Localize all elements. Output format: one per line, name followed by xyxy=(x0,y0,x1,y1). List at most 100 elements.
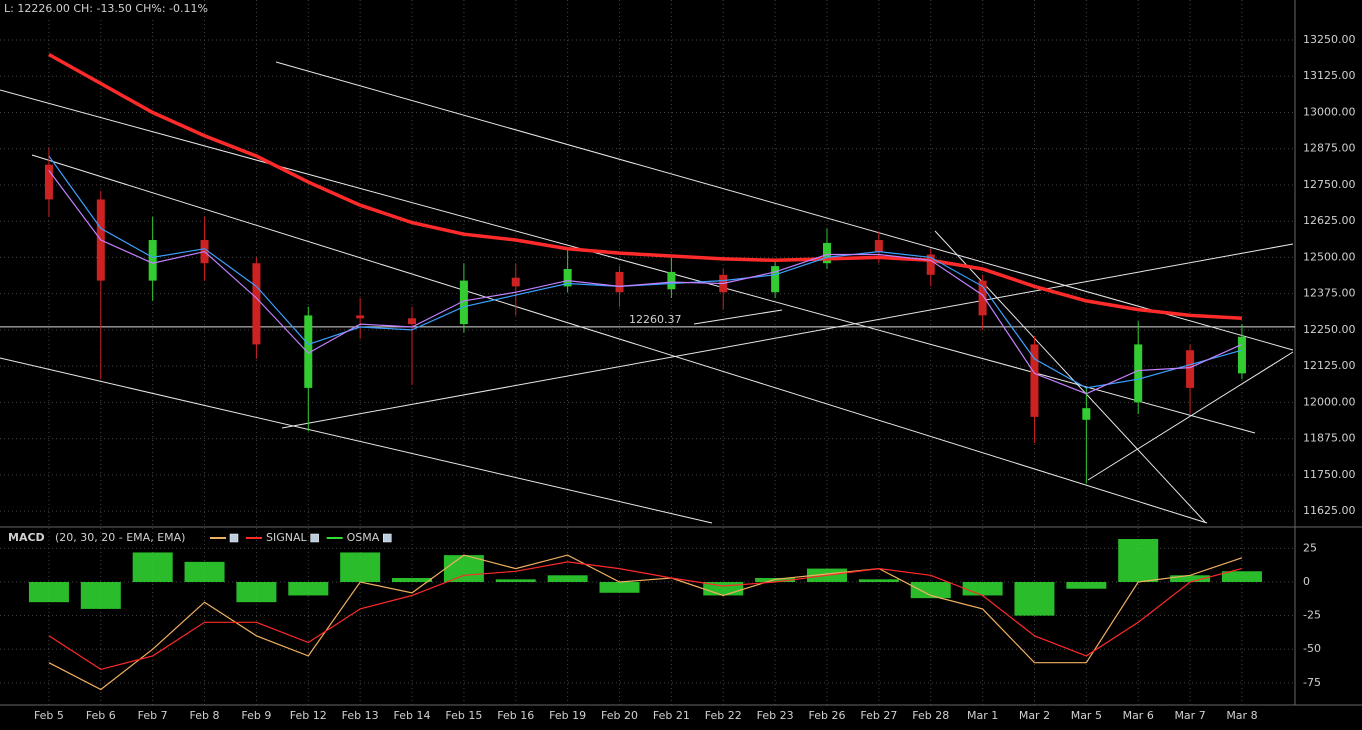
candle-body xyxy=(304,315,313,388)
x-tick-label: Feb 16 xyxy=(497,709,534,722)
candle-body xyxy=(667,271,676,290)
candle-body xyxy=(874,240,883,252)
y-tick-label: 12625.00 xyxy=(1303,214,1356,227)
histogram-bar xyxy=(28,582,69,603)
y-tick-label: 13000.00 xyxy=(1303,105,1356,118)
x-tick-label: Feb 6 xyxy=(86,709,116,722)
candle-body xyxy=(408,318,417,325)
y-tick-label: 13250.00 xyxy=(1303,33,1356,46)
histogram-bar xyxy=(858,579,899,583)
x-tick-label: Mar 8 xyxy=(1226,709,1257,722)
histogram-bar xyxy=(599,582,640,593)
header-bg xyxy=(0,0,200,17)
y-tick-label: 13125.00 xyxy=(1303,69,1356,82)
x-tick-label: Feb 23 xyxy=(757,709,794,722)
x-tick-label: Feb 15 xyxy=(445,709,482,722)
histogram-bar xyxy=(1118,539,1159,583)
y-tick-label: 12875.00 xyxy=(1303,142,1356,155)
histogram-bar xyxy=(132,552,173,583)
indicator-title: MACD xyxy=(8,531,45,544)
indicator-line xyxy=(48,561,1243,671)
legend-checkbox xyxy=(229,533,239,543)
x-tick-label: Feb 7 xyxy=(138,709,168,722)
candle-body xyxy=(459,280,468,325)
x-tick-label: Feb 21 xyxy=(653,709,690,722)
x-tick-label: Mar 1 xyxy=(967,709,998,722)
x-tick-label: Feb 5 xyxy=(34,709,64,722)
trend-lines xyxy=(0,61,1294,524)
legend-checkbox xyxy=(383,533,392,543)
candle-body xyxy=(822,242,831,264)
histogram-bar xyxy=(1221,571,1262,583)
x-tick-label: Feb 8 xyxy=(190,709,220,722)
x-tick-label: Feb 19 xyxy=(549,709,586,722)
histogram-bar xyxy=(755,577,796,583)
y-tick-label: -50 xyxy=(1303,642,1321,655)
candle-body xyxy=(1186,350,1195,388)
x-tick-label: Mar 5 xyxy=(1071,709,1102,722)
y-tick-label: 12500.00 xyxy=(1303,250,1356,263)
moving-average xyxy=(48,155,1243,389)
y-tick-label: 11625.00 xyxy=(1303,504,1356,517)
y-tick-label: 12750.00 xyxy=(1303,178,1356,191)
indicator-line xyxy=(48,554,1243,691)
histogram-bar xyxy=(288,582,329,596)
histogram-bar xyxy=(1014,582,1055,616)
trend-line xyxy=(31,154,1208,524)
histogram-bar xyxy=(236,582,277,603)
x-tick-label: Feb 12 xyxy=(290,709,327,722)
x-tick-label: Mar 6 xyxy=(1123,709,1154,722)
histogram-bar xyxy=(184,561,225,583)
x-tick-label: Feb 22 xyxy=(705,709,742,722)
x-tick-label: Feb 13 xyxy=(342,709,379,722)
y-tick-label: 12000.00 xyxy=(1303,395,1356,408)
y-tick-label: 12375.00 xyxy=(1303,287,1356,300)
y-tick-label: -75 xyxy=(1303,676,1321,689)
candle-body xyxy=(511,277,520,287)
histogram-bar xyxy=(495,579,536,583)
candle-body xyxy=(252,263,261,345)
y-tick-label: 0 xyxy=(1303,575,1310,588)
histogram-bar xyxy=(962,582,1003,596)
trend-line xyxy=(0,89,1256,434)
x-tick-label: Feb 14 xyxy=(394,709,431,722)
candle-body xyxy=(771,266,780,293)
candle-body xyxy=(1134,344,1143,403)
candle-body xyxy=(356,315,365,319)
y-tick-label: 11875.00 xyxy=(1303,432,1356,445)
header: L: 12226.00 CH: -13.50 CH%: -0.11% xyxy=(4,2,208,15)
moving-average xyxy=(48,170,1243,395)
x-tick-label: Feb 28 xyxy=(912,709,949,722)
indicator-params: (20, 30, 20 - EMA, EMA) xyxy=(55,531,185,544)
legend-checkbox xyxy=(310,533,319,543)
histogram-bar xyxy=(340,552,381,583)
candle-body xyxy=(926,254,935,275)
x-tick-label: Feb 26 xyxy=(808,709,845,722)
histogram-bar xyxy=(443,555,484,583)
y-tick-label: 12250.00 xyxy=(1303,323,1356,336)
x-tick-label: Feb 20 xyxy=(601,709,638,722)
histogram-bar xyxy=(1170,575,1211,583)
histogram-bar xyxy=(1066,582,1107,589)
trend-line xyxy=(0,357,713,524)
histogram-bar xyxy=(80,582,121,609)
candle-body xyxy=(1237,336,1246,374)
legend: SIGNAL OSMA xyxy=(210,531,392,544)
trend-line xyxy=(1087,351,1294,481)
candle-body xyxy=(978,280,987,316)
legend-label: OSMA xyxy=(347,531,380,544)
histogram-bar xyxy=(392,577,433,583)
trend-line xyxy=(275,61,1294,351)
x-tick-label: Feb 27 xyxy=(860,709,897,722)
candle-body xyxy=(44,164,53,200)
y-tick-label: 12125.00 xyxy=(1303,359,1356,372)
y-tick-label: -25 xyxy=(1303,609,1321,622)
x-tick-label: Feb 9 xyxy=(241,709,271,722)
trend-line xyxy=(934,230,1206,523)
x-tick-label: Mar 7 xyxy=(1174,709,1205,722)
y-tick-label: 25 xyxy=(1303,541,1317,554)
price-line-label: 12260.37 xyxy=(629,313,682,326)
candle-body xyxy=(563,269,572,287)
trend-line xyxy=(693,309,783,325)
